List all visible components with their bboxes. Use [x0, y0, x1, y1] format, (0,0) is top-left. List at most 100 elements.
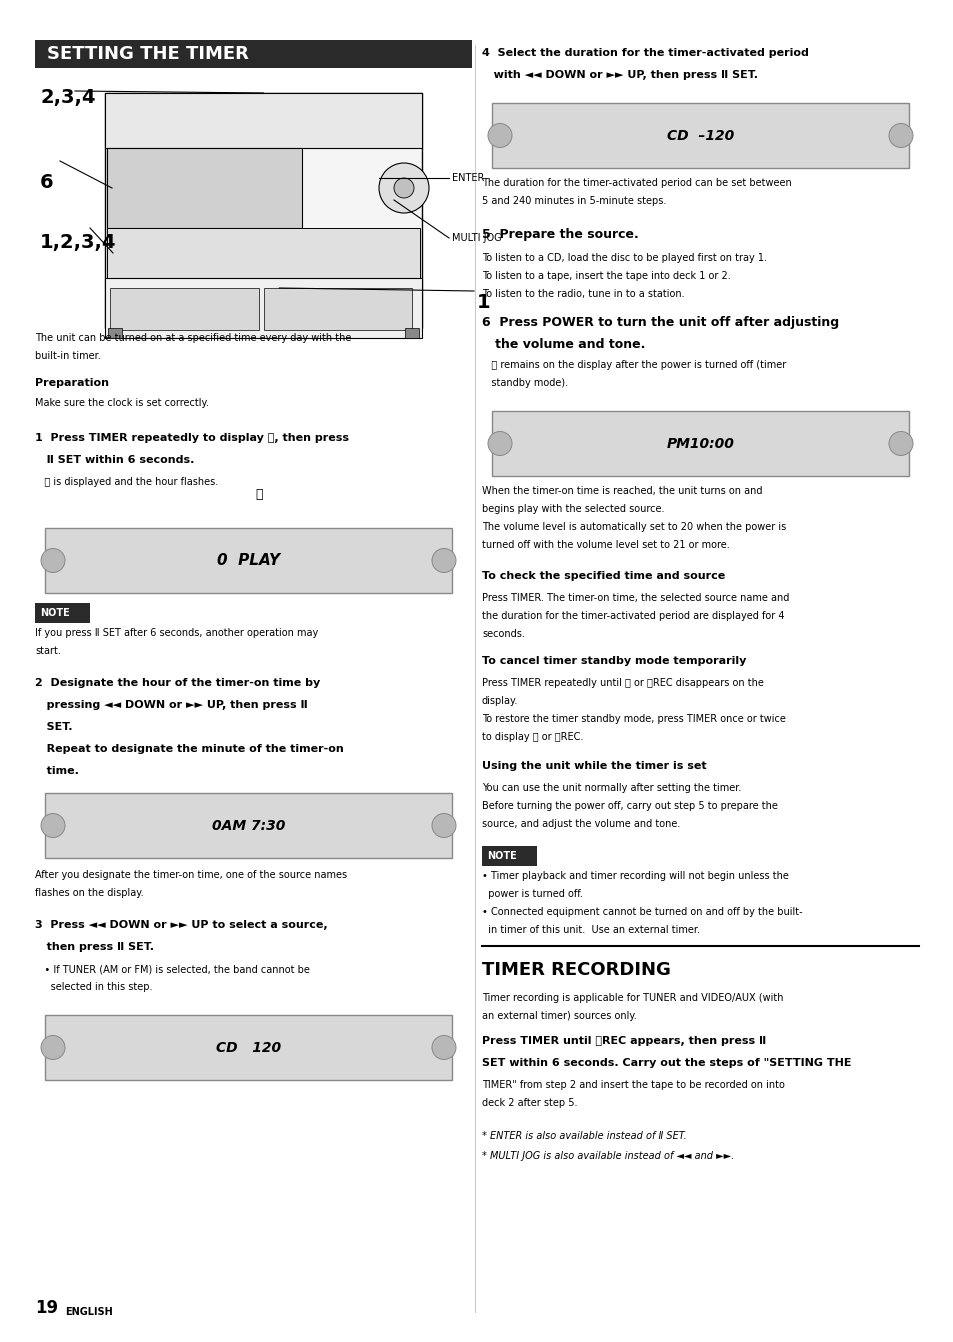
Circle shape — [432, 813, 456, 837]
Text: * ENTER is also available instead of Ⅱ SET.: * ENTER is also available instead of Ⅱ S… — [481, 1131, 686, 1141]
Text: the volume and tone.: the volume and tone. — [481, 338, 644, 352]
Text: The unit can be turned on at a specified time every day with the: The unit can be turned on at a specified… — [35, 333, 351, 344]
Text: PM10:00: PM10:00 — [666, 436, 734, 451]
Text: 1,2,3,4: 1,2,3,4 — [40, 234, 116, 252]
Text: TIMER" from step 2 and insert the tape to be recorded on into: TIMER" from step 2 and insert the tape t… — [481, 1080, 784, 1090]
Circle shape — [378, 162, 429, 213]
Text: an external timer) sources only.: an external timer) sources only. — [481, 1011, 636, 1021]
Text: 19: 19 — [35, 1299, 58, 1317]
Text: ⓣ remains on the display after the power is turned off (timer: ⓣ remains on the display after the power… — [481, 360, 785, 370]
Text: 5  Prepare the source.: 5 Prepare the source. — [481, 228, 639, 242]
Text: The volume level is automatically set to 20 when the power is: The volume level is automatically set to… — [481, 522, 785, 531]
Text: To listen to the radio, tune in to a station.: To listen to the radio, tune in to a sta… — [481, 289, 684, 299]
Circle shape — [432, 1036, 456, 1059]
Circle shape — [41, 549, 65, 573]
Text: TIMER RECORDING: TIMER RECORDING — [481, 961, 670, 980]
Bar — [105, 93, 421, 327]
Bar — [110, 289, 258, 330]
Bar — [45, 793, 452, 858]
Circle shape — [394, 178, 414, 199]
Text: selected in this step.: selected in this step. — [35, 982, 152, 992]
Text: Repeat to designate the minute of the timer-on: Repeat to designate the minute of the ti… — [35, 743, 343, 754]
Bar — [35, 603, 90, 623]
Text: NOTE: NOTE — [40, 608, 70, 619]
Text: 0  PLAY: 0 PLAY — [216, 553, 280, 568]
Text: 1: 1 — [476, 293, 490, 311]
Circle shape — [488, 432, 512, 455]
Bar — [35, 40, 472, 68]
Text: 1  Press TIMER repeatedly to display ⓣ, then press: 1 Press TIMER repeatedly to display ⓣ, t… — [35, 433, 349, 443]
Text: 6  Press POWER to turn the unit off after adjusting: 6 Press POWER to turn the unit off after… — [481, 315, 839, 329]
Text: 5 and 240 minutes in 5-minute steps.: 5 and 240 minutes in 5-minute steps. — [481, 196, 666, 207]
Text: 2  Designate the hour of the timer-on time by: 2 Designate the hour of the timer-on tim… — [35, 678, 320, 688]
Bar — [107, 228, 419, 278]
Text: to display ⓣ or ⓣREC.: to display ⓣ or ⓣREC. — [481, 731, 583, 742]
Text: The duration for the timer-activated period can be set between: The duration for the timer-activated per… — [481, 178, 791, 188]
Bar — [107, 148, 301, 228]
Text: 6: 6 — [40, 173, 53, 192]
Text: deck 2 after step 5.: deck 2 after step 5. — [481, 1098, 577, 1108]
Text: When the timer-on time is reached, the unit turns on and: When the timer-on time is reached, the u… — [481, 486, 761, 497]
Text: Press TIMER until ⓣREC appears, then press Ⅱ: Press TIMER until ⓣREC appears, then pre… — [481, 1036, 765, 1045]
Text: the duration for the timer-activated period are displayed for 4: the duration for the timer-activated per… — [481, 611, 783, 621]
Circle shape — [488, 123, 512, 148]
Circle shape — [41, 813, 65, 837]
Circle shape — [888, 432, 912, 455]
Bar — [492, 411, 908, 476]
Bar — [45, 527, 452, 593]
Text: SET.: SET. — [35, 722, 72, 731]
Bar — [492, 103, 908, 168]
Text: standby mode).: standby mode). — [481, 378, 568, 388]
Text: Using the unit while the timer is set: Using the unit while the timer is set — [481, 761, 706, 772]
Bar — [45, 1015, 452, 1080]
Text: Press TIMER repeatedly until ⓣ or ⓣREC disappears on the: Press TIMER repeatedly until ⓣ or ⓣREC d… — [481, 678, 763, 688]
Text: source, and adjust the volume and tone.: source, and adjust the volume and tone. — [481, 819, 679, 829]
Text: If you press Ⅱ SET after 6 seconds, another operation may: If you press Ⅱ SET after 6 seconds, anot… — [35, 628, 318, 637]
Text: * MULTI JOG is also available instead of ◄◄ and ►►.: * MULTI JOG is also available instead of… — [481, 1151, 734, 1161]
Text: flashes on the display.: flashes on the display. — [35, 888, 144, 898]
Text: You can use the unit normally after setting the timer.: You can use the unit normally after sett… — [481, 782, 740, 793]
Text: with ◄◄ DOWN or ►► UP, then press Ⅱ SET.: with ◄◄ DOWN or ►► UP, then press Ⅱ SET. — [481, 70, 758, 81]
Text: To cancel timer standby mode temporarily: To cancel timer standby mode temporarily — [481, 656, 745, 666]
Text: 0AM 7:30: 0AM 7:30 — [212, 819, 285, 832]
Text: Preparation: Preparation — [35, 378, 109, 388]
Circle shape — [432, 549, 456, 573]
Text: After you designate the timer-on time, one of the source names: After you designate the timer-on time, o… — [35, 870, 347, 880]
Text: power is turned off.: power is turned off. — [481, 888, 582, 899]
Bar — [108, 327, 122, 338]
Text: 3  Press ◄◄ DOWN or ►► UP to select a source,: 3 Press ◄◄ DOWN or ►► UP to select a sou… — [35, 921, 327, 930]
Text: ENGLISH: ENGLISH — [65, 1307, 112, 1317]
Text: To listen to a CD, load the disc to be played first on tray 1.: To listen to a CD, load the disc to be p… — [481, 254, 766, 263]
Text: 2,3,4: 2,3,4 — [40, 89, 95, 107]
Text: NOTE: NOTE — [486, 851, 517, 862]
Text: seconds.: seconds. — [481, 629, 524, 639]
Text: SET within 6 seconds. Carry out the steps of "SETTING THE: SET within 6 seconds. Carry out the step… — [481, 1057, 851, 1068]
Text: pressing ◄◄ DOWN or ►► UP, then press Ⅱ: pressing ◄◄ DOWN or ►► UP, then press Ⅱ — [35, 701, 308, 710]
Text: CD  –120: CD –120 — [666, 129, 734, 142]
Text: Make sure the clock is set correctly.: Make sure the clock is set correctly. — [35, 399, 209, 408]
Text: To listen to a tape, insert the tape into deck 1 or 2.: To listen to a tape, insert the tape int… — [481, 271, 730, 280]
Text: Ⅱ SET within 6 seconds.: Ⅱ SET within 6 seconds. — [35, 455, 194, 464]
Text: then press Ⅱ SET.: then press Ⅱ SET. — [35, 942, 153, 951]
Text: Before turning the power off, carry out step 5 to prepare the: Before turning the power off, carry out … — [481, 801, 777, 811]
Text: Press TIMER. The timer-on time, the selected source name and: Press TIMER. The timer-on time, the sele… — [481, 593, 788, 603]
Text: start.: start. — [35, 646, 61, 656]
Text: time.: time. — [35, 766, 79, 776]
Circle shape — [41, 1036, 65, 1059]
Text: Timer recording is applicable for TUNER and VIDEO/AUX (with: Timer recording is applicable for TUNER … — [481, 993, 782, 1002]
Text: built-in timer.: built-in timer. — [35, 352, 101, 361]
Circle shape — [888, 123, 912, 148]
Text: • Timer playback and timer recording will not begin unless the: • Timer playback and timer recording wil… — [481, 871, 788, 880]
Text: • If TUNER (AM or FM) is selected, the band cannot be: • If TUNER (AM or FM) is selected, the b… — [35, 964, 310, 974]
Text: To restore the timer standby mode, press TIMER once or twice: To restore the timer standby mode, press… — [481, 714, 785, 723]
Bar — [405, 327, 418, 338]
Text: turned off with the volume level set to 21 or more.: turned off with the volume level set to … — [481, 539, 729, 550]
Text: SETTING THE TIMER: SETTING THE TIMER — [47, 46, 249, 63]
Text: ⓣ is displayed and the hour flashes.: ⓣ is displayed and the hour flashes. — [35, 476, 218, 487]
Text: To check the specified time and source: To check the specified time and source — [481, 570, 724, 581]
Text: CD   120: CD 120 — [215, 1040, 281, 1055]
Text: ⓣ: ⓣ — [255, 488, 263, 501]
Bar — [105, 93, 421, 148]
Text: begins play with the selected source.: begins play with the selected source. — [481, 505, 664, 514]
Text: MULTI JOG: MULTI JOG — [452, 234, 501, 243]
